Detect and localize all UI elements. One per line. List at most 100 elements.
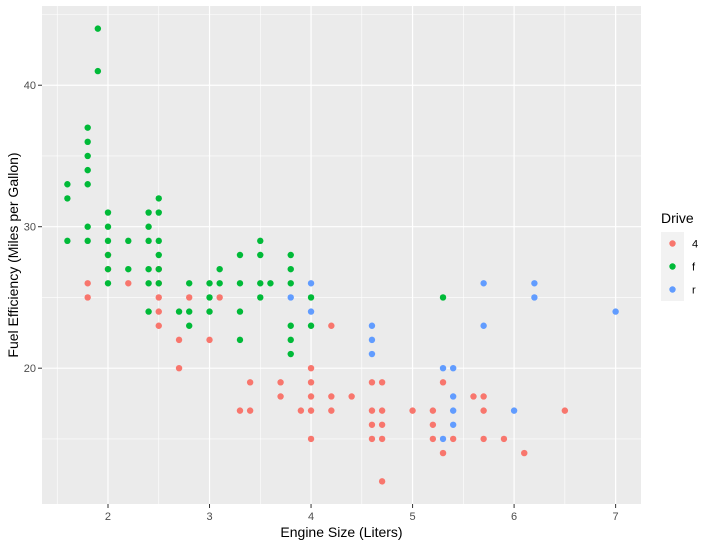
point-drive-4: [307, 364, 315, 372]
point-drive-r: [480, 322, 487, 329]
point-drive-4: [368, 421, 376, 428]
point-drive-4: [155, 308, 162, 315]
point-drive-4: [368, 379, 376, 386]
point-drive-f: [145, 280, 152, 287]
point-drive-f: [104, 209, 112, 216]
point-drive-f: [84, 124, 91, 131]
point-drive-f: [287, 350, 294, 358]
point-drive-f: [145, 223, 152, 230]
x-tick-label: 7: [613, 511, 619, 523]
legend-swatch-f: [669, 263, 676, 270]
y-tick-label: 20: [24, 363, 36, 375]
point-drive-f: [186, 322, 193, 329]
data-points: [64, 25, 619, 485]
point-drive-4: [155, 294, 162, 301]
point-drive-4: [277, 379, 284, 386]
point-drive-4: [378, 435, 386, 443]
point-drive-r: [307, 280, 315, 287]
point-drive-4: [439, 449, 447, 457]
point-drive-r: [287, 294, 294, 301]
point-drive-f: [94, 67, 102, 75]
point-drive-f: [236, 308, 244, 315]
point-drive-f: [236, 280, 244, 287]
point-drive-f: [257, 294, 264, 301]
point-drive-r: [449, 407, 457, 414]
point-drive-4: [307, 379, 315, 386]
point-drive-f: [64, 237, 71, 245]
legend-label-4: 4: [692, 239, 698, 251]
x-tick-label: 3: [206, 511, 212, 523]
point-drive-f: [287, 251, 294, 259]
point-drive-f: [84, 166, 91, 174]
point-drive-4: [84, 280, 91, 287]
point-drive-4: [246, 407, 254, 414]
legend-swatch-r: [669, 286, 676, 293]
point-drive-f: [287, 336, 294, 344]
y-tick-label: 30: [24, 222, 36, 234]
axis-ticks: [38, 84, 617, 508]
point-drive-4: [216, 294, 223, 301]
point-drive-f: [206, 308, 213, 315]
point-drive-4: [175, 364, 183, 372]
point-drive-4: [378, 478, 386, 485]
point-drive-r: [531, 280, 538, 287]
x-tick-label: 2: [105, 511, 111, 523]
point-drive-f: [186, 280, 193, 287]
point-drive-4: [409, 407, 416, 414]
point-drive-4: [439, 379, 447, 386]
x-axis-title: Engine Size (Liters): [280, 524, 402, 540]
point-drive-f: [125, 265, 132, 273]
point-drive-f: [84, 237, 91, 245]
legend: Drive 4 fr: [661, 210, 698, 301]
legend-title: Drive: [661, 210, 694, 226]
minor-gridlines: [42, 6, 641, 504]
point-drive-f: [216, 265, 223, 273]
point-drive-4: [429, 421, 437, 428]
point-drive-4: [368, 407, 376, 414]
x-tick-label: 6: [511, 511, 517, 523]
point-drive-f: [439, 294, 447, 301]
point-drive-4: [125, 280, 132, 287]
point-drive-f: [64, 181, 71, 188]
point-drive-4: [480, 435, 487, 443]
point-drive-r: [368, 336, 376, 344]
point-drive-4: [155, 322, 162, 329]
plot-panel: [42, 6, 641, 504]
point-drive-f: [206, 294, 213, 301]
point-drive-4: [378, 407, 386, 414]
point-drive-r: [307, 308, 315, 315]
point-drive-f: [155, 209, 162, 216]
point-drive-4: [521, 449, 528, 457]
point-drive-f: [155, 195, 162, 202]
point-drive-f: [287, 280, 294, 287]
point-drive-r: [612, 308, 619, 315]
point-drive-r: [510, 407, 518, 414]
point-drive-f: [104, 237, 112, 245]
point-drive-f: [145, 308, 152, 315]
point-drive-4: [561, 407, 569, 414]
point-drive-r: [449, 364, 457, 372]
point-drive-f: [257, 280, 264, 287]
point-drive-4: [307, 435, 315, 443]
point-drive-4: [236, 407, 244, 414]
legend-swatch-4: [669, 240, 676, 247]
point-drive-f: [307, 322, 315, 329]
point-drive-4: [480, 407, 487, 414]
point-drive-4: [206, 336, 213, 344]
point-drive-r: [439, 435, 447, 443]
point-drive-f: [175, 308, 183, 315]
legend-label-f: f: [692, 262, 696, 274]
point-drive-4: [175, 336, 183, 344]
y-tick-label: 40: [24, 80, 36, 92]
point-drive-r: [480, 280, 487, 287]
point-drive-f: [155, 265, 162, 273]
point-drive-f: [287, 265, 294, 273]
point-drive-f: [104, 251, 112, 259]
point-drive-f: [236, 251, 244, 259]
x-tick-label: 4: [308, 511, 314, 523]
point-drive-4: [480, 393, 487, 400]
point-drive-f: [236, 336, 244, 344]
point-drive-f: [145, 209, 152, 216]
point-drive-r: [368, 322, 376, 329]
